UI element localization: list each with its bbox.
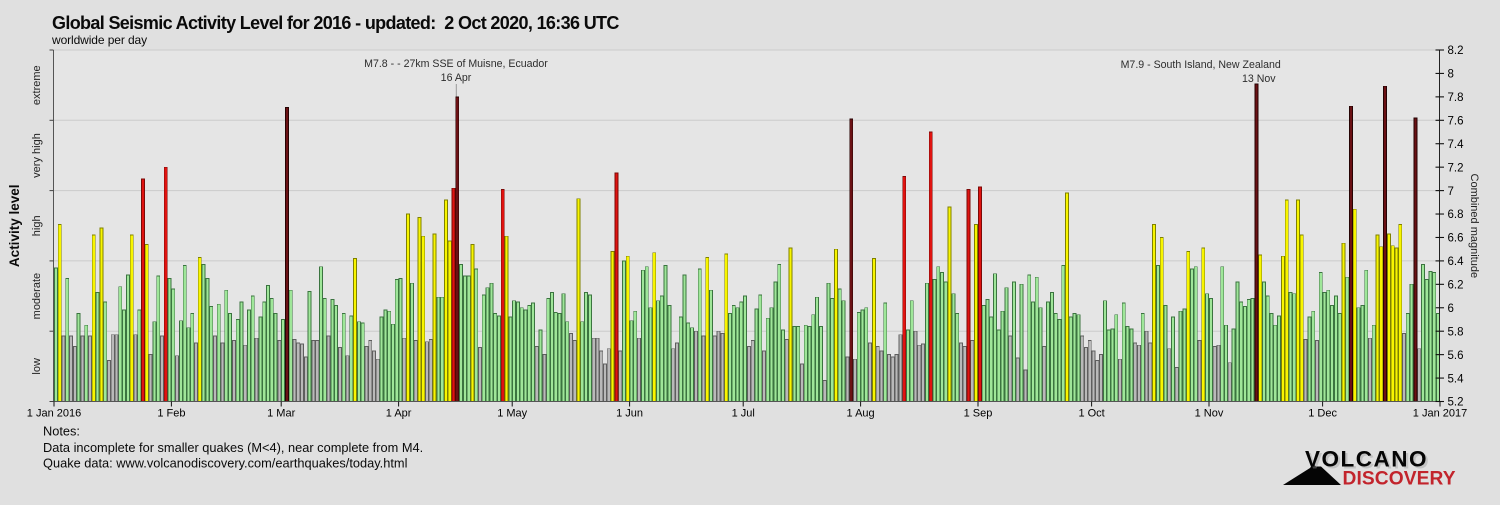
svg-text:6.2: 6.2 — [1448, 280, 1464, 292]
svg-text:1 Jul: 1 Jul — [732, 408, 755, 420]
svg-text:1 Nov: 1 Nov — [1195, 408, 1224, 420]
svg-text:VOLCANO: VOLCANO — [1305, 447, 1428, 472]
svg-text:Notes:: Notes: — [43, 424, 80, 439]
svg-text:VOLCANO: VOLCANO — [1307, 448, 1430, 473]
svg-text:Quake data: www.volcanodiscove: Quake data: www.volcanodiscovery.com/ear… — [43, 456, 407, 471]
svg-text:M7.8 - - 27km SSE of Muisne, E: M7.8 - - 27km SSE of Muisne, Ecuador — [364, 58, 548, 70]
svg-text:6: 6 — [1448, 303, 1454, 315]
svg-text:M7.9 - South Island, New Zeala: M7.9 - South Island, New Zealand — [1121, 59, 1281, 71]
svg-text:8: 8 — [1448, 69, 1454, 81]
svg-text:1 Mar: 1 Mar — [267, 408, 295, 420]
svg-text:1 Jan 2016: 1 Jan 2016 — [27, 408, 81, 420]
svg-text:1 Dec: 1 Dec — [1308, 408, 1337, 420]
svg-text:7.8: 7.8 — [1448, 92, 1464, 104]
svg-text:6.6: 6.6 — [1448, 233, 1464, 245]
svg-text:1 Oct: 1 Oct — [1078, 408, 1104, 420]
svg-text:6.8: 6.8 — [1448, 209, 1464, 221]
svg-text:7.4: 7.4 — [1448, 139, 1465, 151]
svg-text:worldwide per day: worldwide per day — [51, 33, 147, 47]
svg-text:16 Apr: 16 Apr — [441, 72, 472, 84]
svg-text:Combined magnitude: Combined magnitude — [1468, 174, 1480, 279]
svg-text:8.2: 8.2 — [1448, 45, 1464, 57]
svg-text:5.8: 5.8 — [1448, 326, 1464, 338]
svg-text:1 Jan 2017: 1 Jan 2017 — [1413, 408, 1467, 420]
svg-text:Activity level: Activity level — [7, 185, 22, 268]
svg-text:Global Seismic Activity Level: Global Seismic Activity Level for 2016 -… — [52, 13, 619, 33]
svg-text:1 Jun: 1 Jun — [616, 408, 643, 420]
svg-text:7.6: 7.6 — [1448, 116, 1464, 128]
svg-text:1 Feb: 1 Feb — [157, 408, 185, 420]
svg-text:Data incomplete for smaller qu: Data incomplete for smaller quakes (M<4)… — [43, 440, 423, 455]
svg-text:7.2: 7.2 — [1448, 162, 1464, 174]
svg-text:very high: very high — [31, 133, 43, 178]
svg-text:6.4: 6.4 — [1448, 256, 1465, 268]
svg-text:low: low — [31, 358, 43, 375]
svg-text:5.2: 5.2 — [1448, 397, 1464, 409]
svg-text:1 Aug: 1 Aug — [847, 408, 875, 420]
svg-text:7: 7 — [1448, 186, 1454, 198]
svg-text:1 May: 1 May — [497, 408, 527, 420]
svg-text:high: high — [31, 215, 43, 236]
svg-text:moderate: moderate — [31, 273, 43, 319]
svg-text:5.6: 5.6 — [1448, 350, 1464, 362]
svg-text:1 Sep: 1 Sep — [964, 408, 993, 420]
svg-text:5.4: 5.4 — [1448, 373, 1465, 385]
svg-text:extreme: extreme — [31, 65, 43, 105]
svg-text:1 Apr: 1 Apr — [386, 408, 412, 420]
svg-text:13 Nov: 13 Nov — [1242, 73, 1276, 85]
svg-text:DISCOVERY: DISCOVERY — [1343, 469, 1456, 490]
